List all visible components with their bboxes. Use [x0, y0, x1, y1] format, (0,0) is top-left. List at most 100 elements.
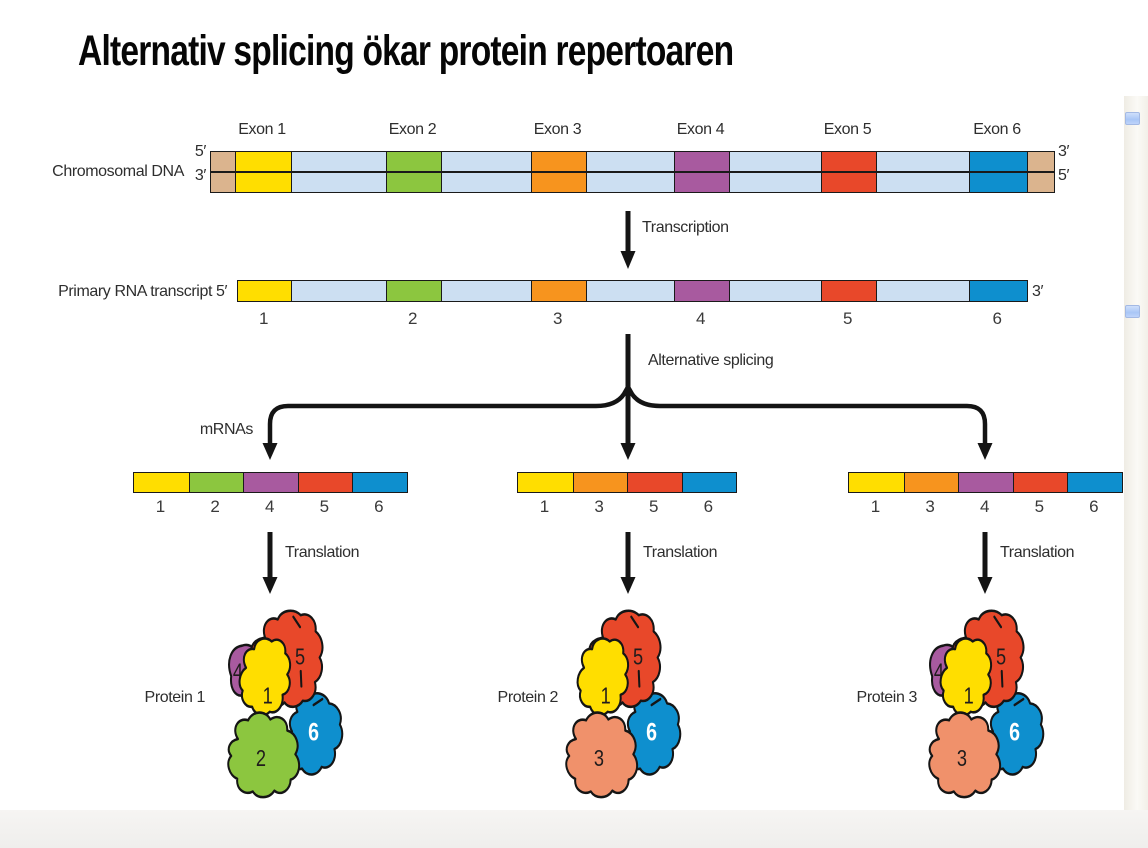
segment-exon-5	[1012, 473, 1068, 492]
translation-label-2: Translation	[643, 544, 718, 561]
translation-label-3: Translation	[1000, 544, 1075, 561]
mrna-bar-3	[848, 472, 1123, 493]
rna-3prime: 3′	[1032, 283, 1044, 300]
segment-exon-1	[849, 473, 904, 492]
protein-domain-bottom	[565, 711, 639, 799]
branch-arrowhead-right	[977, 443, 993, 460]
protein-domain-1	[939, 637, 993, 717]
mrna-exon-number-4: 4	[264, 497, 275, 516]
scrollbar-thumb-bottom[interactable]	[1125, 305, 1140, 318]
footer-bar	[0, 810, 1148, 848]
mrna-bar-1	[133, 472, 408, 493]
segment-exon-6	[352, 473, 407, 492]
rna-exon-number-3: 3	[552, 309, 563, 328]
segment-exon-3	[531, 281, 586, 301]
translation-arrowhead-3	[977, 577, 993, 594]
svg-text:1: 1	[964, 683, 974, 708]
svg-text:6: 6	[1009, 719, 1020, 747]
mrnas-label: mRNAs	[199, 421, 254, 438]
exon-label-3: Exon 3	[533, 121, 582, 138]
svg-text:5: 5	[996, 644, 1006, 669]
primary-rna-bar	[237, 280, 1028, 302]
mrna-exon-number-1: 1	[155, 497, 165, 516]
svg-text:4: 4	[934, 660, 944, 685]
protein-structure-2: 5 1 6 3	[565, 609, 682, 799]
segment-intron	[441, 281, 531, 301]
segment-exon-1	[134, 473, 189, 492]
primary-rna-label: Primary RNA transcript	[58, 283, 212, 300]
protein-structure-3: 4 5 1 6 3	[928, 609, 1045, 799]
svg-text:6: 6	[646, 719, 657, 747]
mrna-exon-number-1: 1	[870, 497, 880, 516]
mrna-exon-number-2: 2	[210, 497, 220, 516]
slide-title: Alternativ splicing ökar protein reperto…	[78, 27, 734, 75]
splicing-branch	[267, 384, 988, 447]
dna-3prime-right: 3′	[1058, 143, 1070, 160]
segment-intron	[291, 281, 386, 301]
segment-exon-4	[674, 281, 729, 301]
svg-text:6: 6	[308, 719, 319, 747]
protein-domain-bottom	[227, 711, 301, 799]
mrna-exon-number-1: 1	[539, 497, 549, 516]
svg-text:3: 3	[957, 746, 967, 771]
protein-domain-bottom	[928, 711, 1002, 799]
scrollbar-thumb-top[interactable]	[1125, 112, 1140, 125]
translation-label-1: Translation	[285, 544, 360, 561]
exon-label-6: Exon 6	[973, 121, 1021, 138]
translation-arrowhead-1	[262, 577, 278, 594]
protein-domain-1	[238, 637, 292, 717]
scrollbar-track[interactable]	[1124, 96, 1148, 812]
branch-arrowhead-middle	[620, 443, 636, 460]
mrna-bar-2	[517, 472, 738, 493]
mrna-exon-number-5: 5	[319, 497, 329, 516]
segment-exon-1	[238, 281, 291, 301]
svg-text:2: 2	[256, 746, 266, 771]
segment-exon-2	[188, 473, 244, 492]
rna-exon-number-6: 6	[992, 309, 1002, 328]
rna-exon-number-1: 1	[258, 309, 269, 328]
svg-text:3: 3	[594, 746, 604, 771]
segment-intron	[586, 281, 674, 301]
svg-text:4: 4	[233, 660, 243, 685]
segment-intron	[729, 281, 821, 301]
segment-exon-6	[681, 473, 737, 492]
rna-exon-number-4: 4	[695, 309, 706, 328]
protein-label-2: Protein 2	[497, 689, 559, 706]
mrna-exon-number-6: 6	[1089, 497, 1099, 516]
alternative-splicing-label: Alternative splicing	[648, 352, 774, 369]
segment-exon-3	[572, 473, 628, 492]
translation-arrowhead-2	[620, 577, 636, 594]
chromosomal-dna-bar	[210, 151, 1055, 193]
segment-exon-2	[386, 281, 441, 301]
segment-exon-6	[969, 281, 1027, 301]
mrna-exon-number-4: 4	[979, 497, 990, 516]
mrna-exon-number-6: 6	[374, 497, 384, 516]
branch-arrowhead-left	[262, 443, 278, 460]
segment-exon-6	[1067, 473, 1122, 492]
segment-exon-5	[821, 281, 876, 301]
segment-exon-5	[627, 473, 682, 492]
mrna-exon-number-5: 5	[648, 497, 659, 516]
svg-text:5: 5	[295, 644, 305, 669]
dna-3prime-left: 3′	[194, 167, 207, 184]
svg-text:1: 1	[601, 683, 611, 708]
segment-exon-3	[903, 473, 959, 492]
exon-label-1: Exon 1	[238, 121, 286, 138]
rna-exon-number-2: 2	[407, 309, 418, 328]
mrna-exon-number-6: 6	[703, 497, 713, 516]
dna-5prime-left: 5′	[194, 143, 207, 160]
rna-5prime: 5′	[216, 283, 228, 300]
segment-exon-4	[958, 473, 1013, 492]
mrna-exon-number-3: 3	[594, 497, 604, 516]
dna-strand-divider	[211, 171, 1054, 173]
protein-label-3: Protein 3	[856, 689, 918, 706]
dna-5prime-right: 5′	[1058, 167, 1070, 184]
mrna-exon-number-5: 5	[1034, 497, 1044, 516]
protein-label-1: Protein 1	[144, 689, 206, 706]
exon-label-5: Exon 5	[823, 121, 872, 138]
transcription-label: Transcription	[642, 219, 729, 236]
protein-structure-1: 4 5 1 6 2	[227, 609, 344, 799]
exon-label-2: Exon 2	[388, 121, 437, 138]
